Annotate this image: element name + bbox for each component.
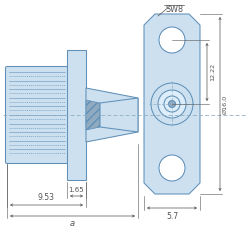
Polygon shape (100, 98, 138, 132)
Text: 1.65: 1.65 (68, 187, 84, 193)
FancyBboxPatch shape (6, 67, 68, 164)
Circle shape (158, 90, 186, 118)
Circle shape (159, 155, 185, 181)
Circle shape (168, 101, 175, 107)
Polygon shape (86, 88, 138, 142)
Polygon shape (86, 100, 100, 130)
Bar (67, 50, 86, 180)
Text: SW8: SW8 (165, 5, 183, 14)
Text: 12.22: 12.22 (210, 63, 215, 81)
Text: 5.7: 5.7 (166, 212, 178, 221)
Text: a: a (70, 219, 74, 228)
Text: 9.53: 9.53 (38, 193, 54, 202)
Text: Ø16.0: Ø16.0 (223, 94, 228, 114)
Circle shape (164, 96, 180, 112)
Polygon shape (144, 14, 200, 194)
Circle shape (151, 83, 193, 125)
Circle shape (159, 27, 185, 53)
